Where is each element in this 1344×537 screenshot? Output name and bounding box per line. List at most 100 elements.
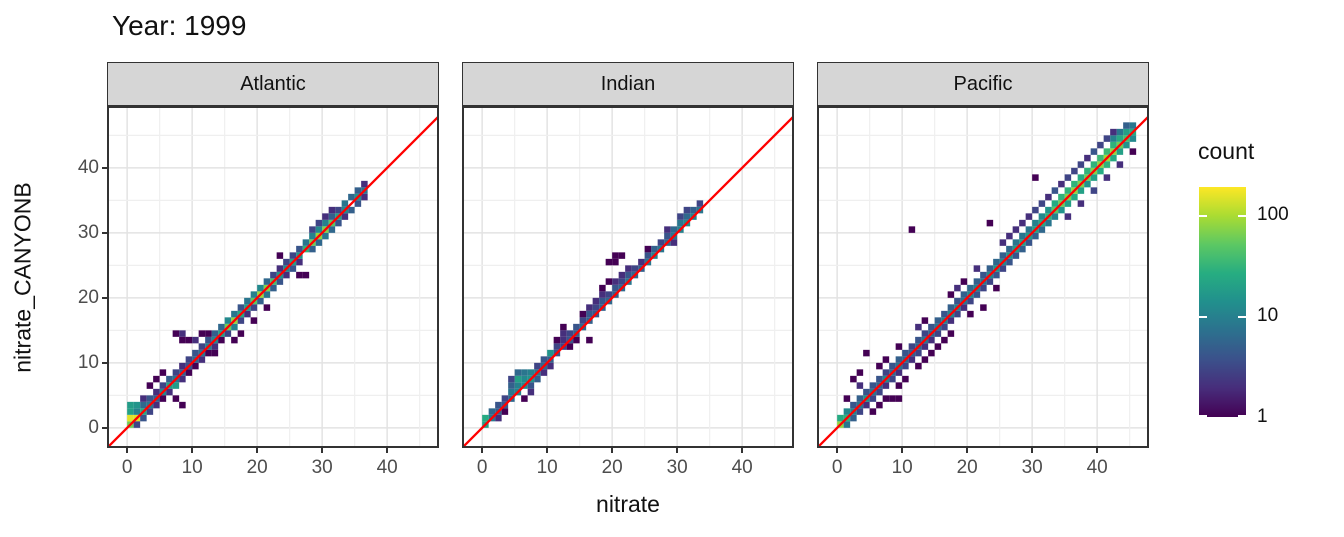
bin2d-cell (140, 401, 147, 409)
bin2d-cell (1025, 226, 1033, 233)
bin2d-cell (179, 330, 186, 337)
bin2d-cell (586, 336, 593, 344)
bin2d-cell (205, 330, 212, 337)
bin2d-cell (198, 356, 206, 363)
x-tick-label: 30 (1021, 457, 1043, 478)
bin2d-cell (179, 375, 186, 383)
bin2d-cell (1025, 239, 1033, 246)
bin2d-cell (553, 336, 561, 344)
bin2d-cell (1064, 200, 1072, 207)
bin2d-cell (508, 375, 515, 383)
bin2d-cell (192, 336, 199, 344)
panel-pacific (817, 106, 1149, 448)
bin2d-cell (869, 408, 877, 415)
bin2d-cell (276, 252, 284, 259)
legend-tick-mark (1238, 215, 1246, 218)
bin2d-cell (1077, 174, 1085, 181)
bin2d-cell (612, 284, 619, 292)
x-tick-mark (741, 448, 743, 453)
y-tick-label: 0 (88, 416, 99, 438)
x-axis-title: nitrate (596, 491, 660, 517)
bin2d-cell (1064, 174, 1072, 181)
x-tick-mark (481, 448, 483, 453)
bin2d-cell (1097, 167, 1104, 175)
x-tick-label: 30 (666, 457, 688, 478)
x-tick-label: 0 (476, 457, 488, 478)
facet-strip-label: Atlantic (240, 72, 306, 95)
bin2d-cell (146, 382, 154, 389)
bin2d-cell (521, 369, 528, 376)
bin2d-cell (172, 330, 180, 337)
bin2d-cell (895, 395, 903, 402)
bin2d-cell (547, 362, 554, 370)
bin2d-cell (1077, 200, 1085, 207)
bin2d-cell (1103, 174, 1111, 181)
bin2d-cell (612, 252, 619, 259)
bin2d-cell (1019, 219, 1026, 227)
legend-tick-label: 10 (1257, 305, 1279, 327)
bin2d-cell (889, 395, 896, 402)
bin2d-cell (902, 349, 909, 357)
bin2d-cell (231, 323, 238, 331)
bin2d-cell (1019, 232, 1026, 240)
bin2d-cell (1058, 206, 1065, 214)
bin2d-cell (1129, 135, 1137, 142)
facet-strip-indian: Indian (462, 62, 794, 106)
bin2d-cell (947, 317, 955, 324)
bin2d-cell (1090, 148, 1098, 155)
bin2d-cell (618, 271, 626, 279)
bin2d-cell (1058, 193, 1065, 201)
bin2d-cell (302, 239, 310, 246)
bin2d-cell (863, 401, 870, 409)
bin2d-cell (850, 375, 857, 383)
panel-atlantic (107, 106, 439, 448)
bin2d-cell (889, 362, 896, 370)
bin2d-cell (908, 226, 916, 233)
facet-strip-label: Pacific (953, 72, 1013, 95)
bin2d-cell (967, 297, 974, 305)
bin2d-cell (540, 369, 548, 376)
bin2d-cell (882, 382, 890, 389)
bin2d-cell (960, 291, 968, 298)
panel-indian (462, 106, 794, 448)
y-tick-mark (102, 427, 107, 429)
bin2d-cell (179, 401, 186, 409)
bin2d-cell (527, 382, 535, 389)
panel-border (817, 106, 1149, 448)
bin2d-cell (1116, 161, 1124, 168)
bin2d-cell (257, 297, 264, 305)
bin2d-cell (599, 284, 606, 292)
bin2d-cell (1129, 122, 1137, 129)
bin2d-cell (664, 232, 671, 240)
bin2d-cell (1090, 174, 1098, 181)
bin2d-cell (560, 330, 567, 337)
bin2d-cell (322, 213, 329, 220)
x-tick-label: 20 (601, 457, 623, 478)
bin2d-cell (1032, 206, 1039, 214)
bin2d-cell (908, 356, 916, 363)
bin2d-cell (133, 401, 141, 409)
bin2d-cell (895, 343, 903, 350)
bin2d-cell (895, 356, 903, 363)
bin2d-cell (592, 304, 600, 311)
bin2d-cell (625, 271, 632, 279)
bin2d-cell (889, 375, 896, 383)
bin2d-cell (231, 336, 238, 344)
bin2d-cell (1006, 232, 1013, 240)
bin2d-cell (263, 278, 271, 285)
bin2d-cell (540, 356, 548, 363)
bin2d-cell (495, 414, 502, 422)
bin2d-cell (211, 343, 219, 350)
bin2d-cell (960, 278, 968, 285)
bin2d-cell (205, 336, 212, 344)
bin2d-cell (1097, 141, 1104, 149)
y-tick-mark (102, 297, 107, 299)
bin2d-cell (560, 323, 567, 331)
bin2d-cell (902, 375, 909, 383)
bin2d-cell (941, 323, 948, 331)
bin2d-cell (882, 369, 890, 376)
y-tick-label: 20 (77, 286, 99, 308)
bin2d-cell (198, 330, 206, 337)
bin2d-cell (166, 388, 173, 396)
bin2d-cell (328, 213, 336, 220)
